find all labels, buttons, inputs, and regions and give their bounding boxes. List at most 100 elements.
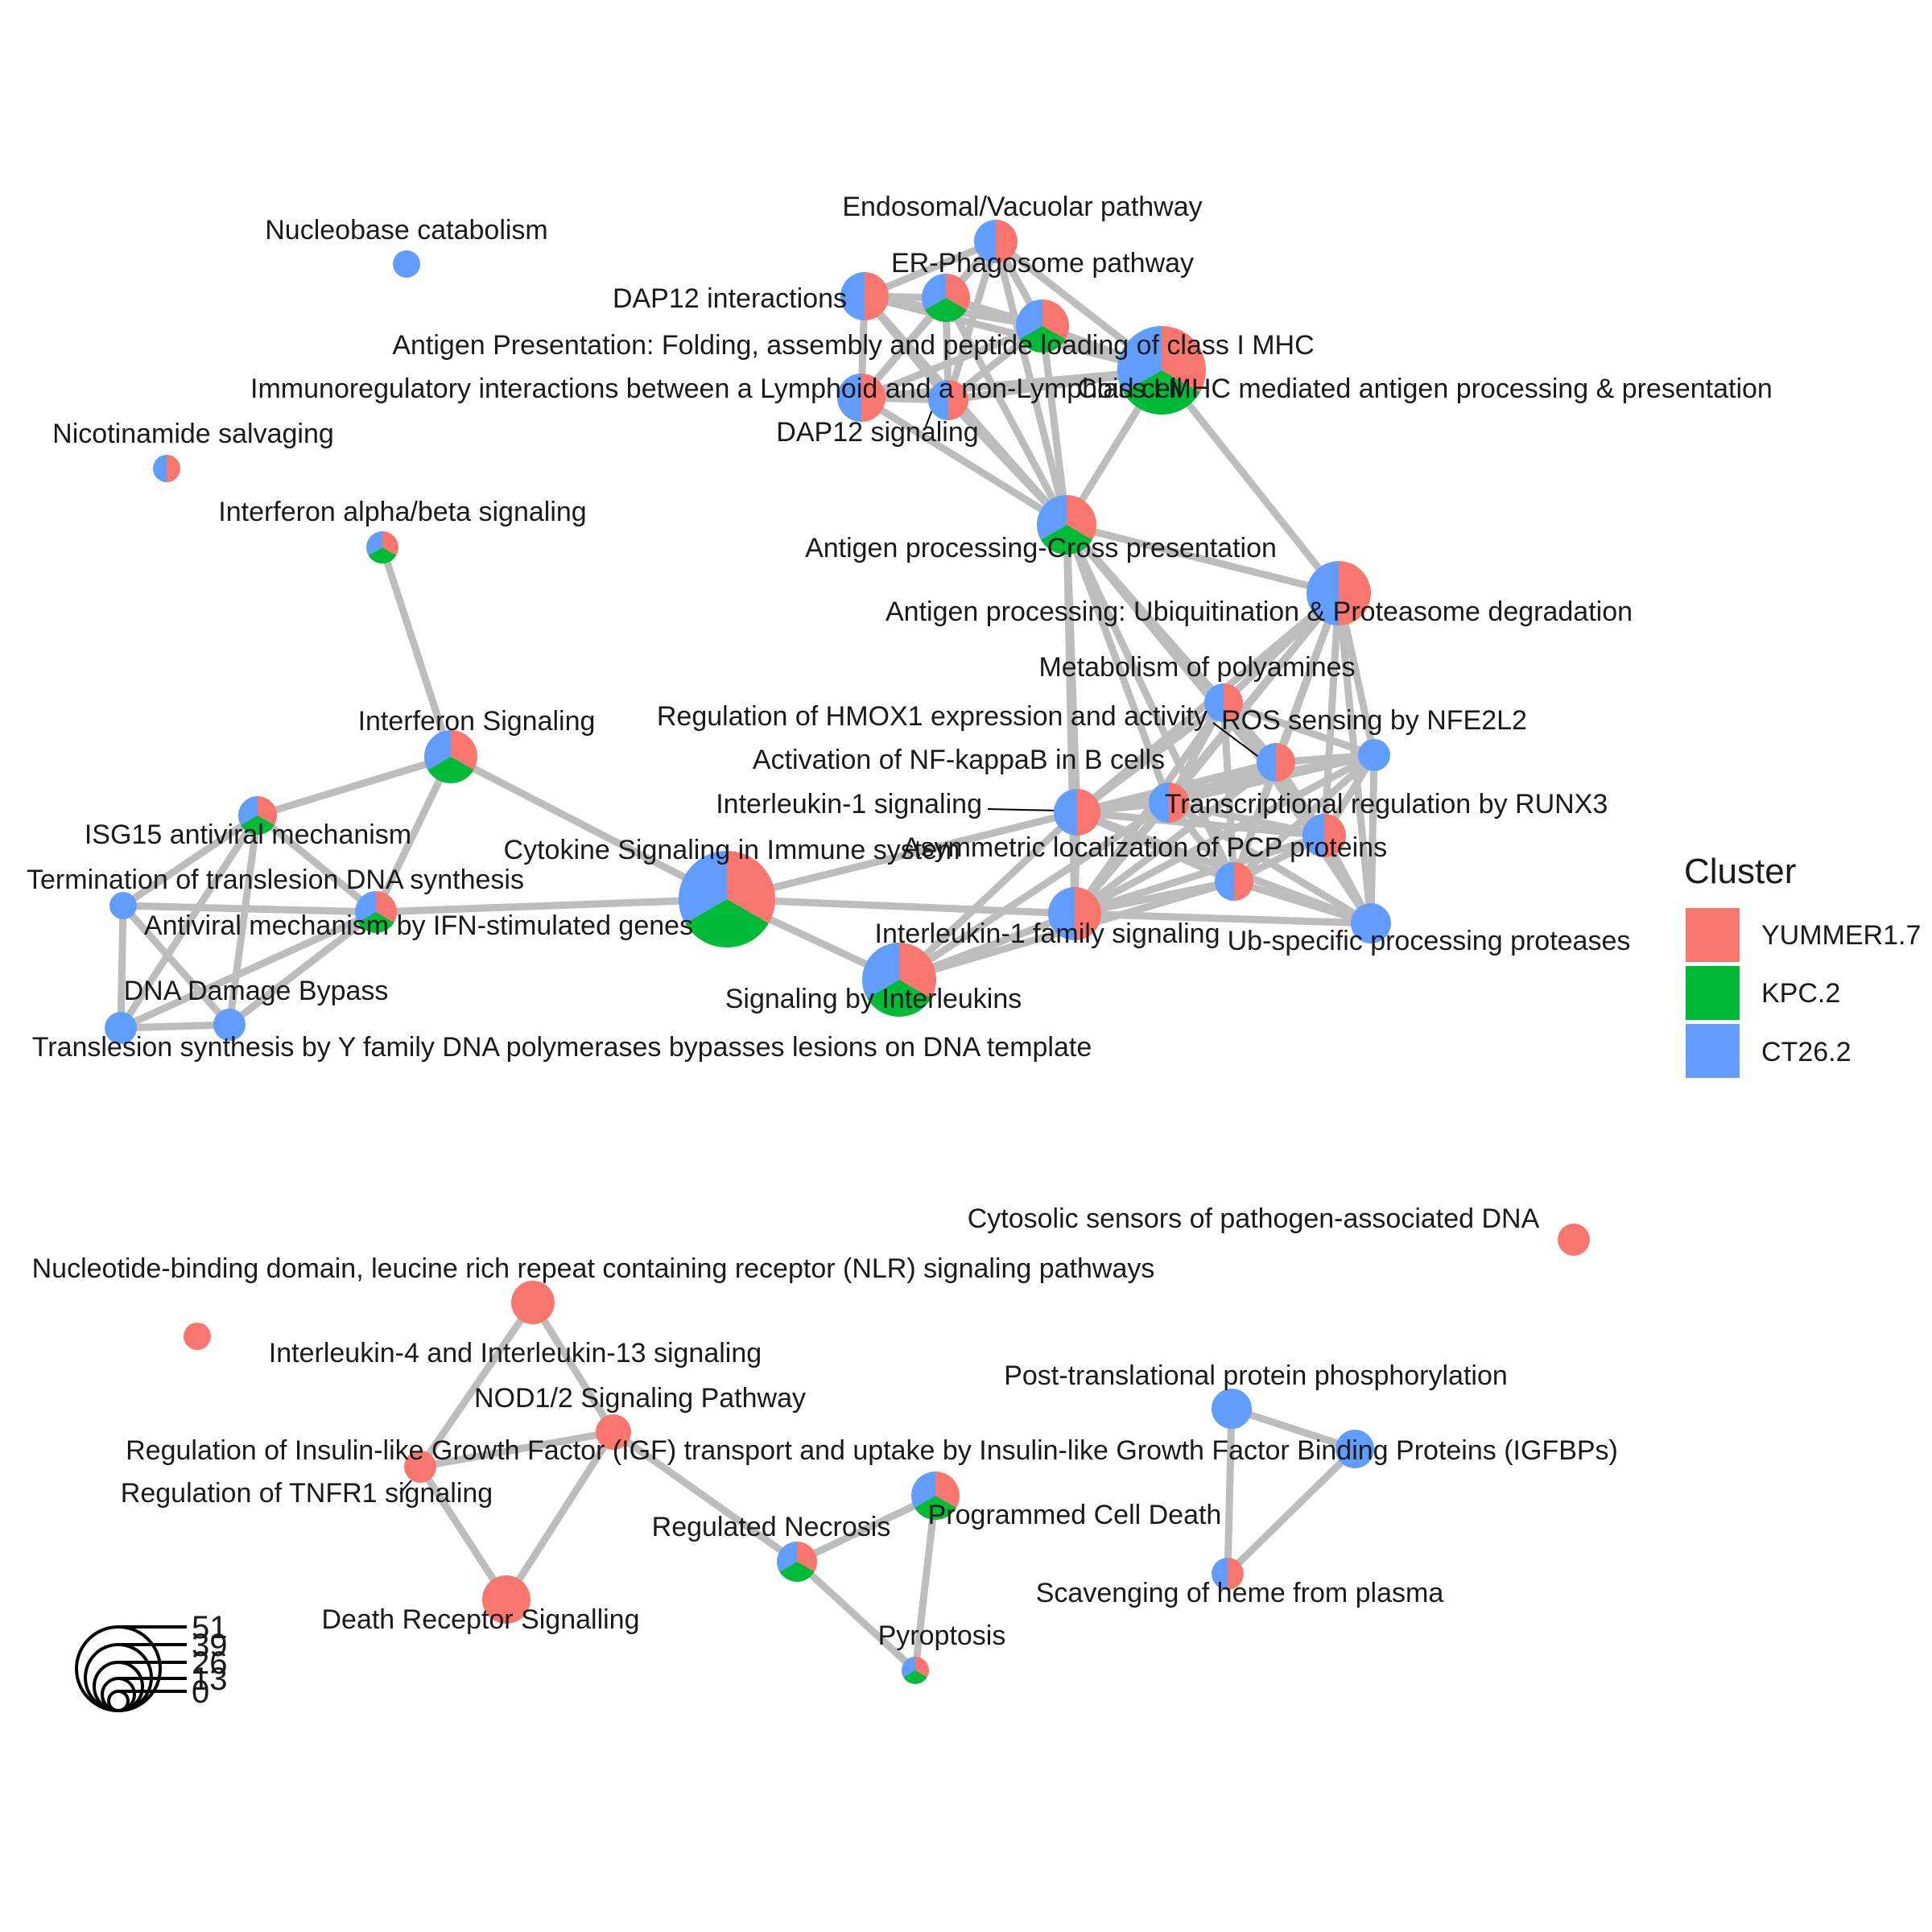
- pie-slice-ct262: [1215, 862, 1234, 901]
- pie-slice-yummer17: [1228, 1558, 1244, 1590]
- edge-pcp-ubiq: [1230, 589, 1343, 886]
- pie-slice-ct262: [109, 892, 137, 919]
- leader-tnfr1: [399, 1480, 412, 1494]
- edge-ros-polyamines: [1220, 699, 1378, 759]
- node-label-nfkb: Activation of NF-kappaB in B cells: [753, 745, 1165, 775]
- edge-isg15-antiviral: [254, 811, 380, 916]
- size-circle-13: [101, 1677, 136, 1712]
- edge-ubiq-cross_pres: [1063, 521, 1343, 597]
- node-label-antiviral: Antiviral mechanism by IFN-stimulated ge…: [144, 910, 693, 941]
- node-il1_family: [1048, 887, 1101, 940]
- node-nicotinamide: [153, 455, 180, 482]
- pie-slice-ct262: [1212, 1389, 1252, 1429]
- pie-slice-yummer17: [1077, 789, 1100, 836]
- edge-il1_family-cross_pres: [1063, 521, 1079, 918]
- node-label-il4: Interleukin-4 and Interleukin-13 signali…: [269, 1338, 762, 1368]
- size-label-26: 26: [192, 1645, 228, 1681]
- size-label-13: 13: [192, 1662, 228, 1697]
- pie-slice-ct262: [1302, 814, 1324, 857]
- node-reg_necrosis: [777, 1542, 818, 1582]
- node-ag_folding: [1016, 299, 1069, 353]
- pie-slice-kpc2: [1123, 370, 1200, 415]
- edge-antiviral-cytokine: [372, 895, 731, 916]
- pie-slice-yummer17: [1169, 782, 1189, 823]
- pie-slice-ct262: [922, 274, 946, 310]
- nodes-layer: [105, 220, 1590, 1684]
- node-nucleobase: [393, 250, 420, 278]
- node-er_phagosome: [922, 274, 970, 322]
- legend-swatch-ct26: [1686, 1024, 1740, 1078]
- pie-slice-yummer17: [376, 891, 397, 923]
- size-circle-51: [75, 1625, 162, 1712]
- pie-slice-ct262: [213, 1009, 246, 1041]
- node-pcp: [1215, 862, 1253, 901]
- pie-slice-ct262: [1048, 887, 1075, 940]
- node-label-er_phagosome: ER-Phagosome pathway: [891, 248, 1194, 279]
- legend-label-ct26: CT26.2: [1761, 1037, 1852, 1067]
- pie-slice-yummer17: [935, 1472, 960, 1508]
- pie-slice-ct262: [153, 455, 167, 482]
- pie-slice-yummer17: [596, 1414, 631, 1450]
- node-nod12: [596, 1414, 631, 1450]
- node-label-dap12_sig: DAP12 signaling: [776, 417, 978, 448]
- edge-dap12_int-class_i_mhc: [861, 292, 1166, 374]
- pie-slice-ct262: [366, 531, 382, 555]
- pie-slice-yummer17: [915, 1657, 930, 1678]
- leader-il1: [987, 808, 1062, 811]
- pie-slice-yummer17: [1075, 887, 1101, 940]
- pie-slice-ct262: [1016, 299, 1042, 340]
- node-label-pcp: Asymmetric localization of PCP proteins: [902, 832, 1387, 863]
- pie-slice-yummer17: [996, 220, 1018, 263]
- node-cytosolic: [1558, 1224, 1590, 1256]
- node-immunoreg: [837, 374, 886, 422]
- edge-isg15-dna_bypass: [225, 811, 262, 1029]
- pie-slice-ct262: [424, 730, 451, 770]
- edge-reg_necrosis-pyroptosis: [793, 1558, 919, 1674]
- pie-slice-ct262: [1054, 789, 1077, 836]
- pie-slice-yummer17: [511, 1281, 555, 1324]
- edge-antiviral-tls_y: [117, 908, 380, 1032]
- size-label-0: 0: [192, 1674, 209, 1710]
- node-label-cross_pres: Antigen processing-Cross presentation: [805, 533, 1277, 564]
- pie-slice-yummer17: [1162, 326, 1206, 393]
- node-label-runx3: Transcriptional regulation by RUNX3: [1165, 789, 1608, 819]
- edge-prog_death-pyroptosis: [911, 1492, 939, 1674]
- node-ros: [1358, 739, 1390, 771]
- edge-il1_family-ub_proteases: [1071, 910, 1375, 927]
- edge-nlr-tnfr1: [416, 1298, 537, 1471]
- node-label-ag_folding: Antigen Presentation: Folding, assembly …: [392, 330, 1314, 361]
- node-label-igf: Regulation of Insulin-like Growth Factor…: [126, 1435, 1618, 1466]
- node-label-cytosolic: Cytosolic sensors of pathogen-associated…: [968, 1203, 1540, 1234]
- edge-nod12-reg_necrosis: [609, 1428, 801, 1566]
- node-label-dap12_int: DAP12 interactions: [613, 283, 847, 314]
- node-ub_proteases: [1351, 903, 1391, 943]
- node-il1: [1054, 789, 1100, 836]
- node-ifn_ab: [366, 531, 399, 564]
- pie-slice-ct262: [928, 380, 948, 420]
- node-nlr: [511, 1281, 555, 1324]
- node-label-il1: Interleukin-1 signaling: [716, 789, 982, 819]
- edge-tls_y-dna_bypass: [117, 1021, 233, 1032]
- node-sig_il: [862, 943, 936, 1017]
- node-label-heme: Scavenging of heme from plasma: [1036, 1578, 1444, 1608]
- pie-slice-ct262: [355, 891, 376, 923]
- node-label-ub_proteases: Ub-specific processing proteases: [1228, 926, 1631, 956]
- pie-slice-yummer17: [451, 730, 477, 770]
- node-death_receptor: [482, 1575, 530, 1624]
- node-isg15: [238, 796, 277, 835]
- pie-slice-yummer17: [948, 380, 968, 420]
- pie-slice-ct262: [911, 1472, 935, 1508]
- node-label-class_i_mhc: Class I MHC mediated antigen processing …: [1077, 374, 1773, 404]
- edge-ptpp-igf: [1228, 1405, 1359, 1453]
- edge-igf-heme: [1224, 1445, 1359, 1578]
- node-pyroptosis: [902, 1657, 930, 1684]
- edge-term_tls-dna_bypass: [119, 902, 233, 1029]
- pie-slice-ct262: [393, 250, 420, 278]
- pie-slice-yummer17: [727, 851, 776, 923]
- node-label-il1_family: Interleukin-1 family signaling: [875, 919, 1220, 949]
- edge-isg15-term_tls: [119, 811, 262, 910]
- edge-cytokine-il1_family: [723, 895, 1079, 918]
- node-label-tnfr1: Regulation of TNFR1 signaling: [121, 1478, 493, 1509]
- edge-ifn_sig-antiviral: [372, 753, 455, 916]
